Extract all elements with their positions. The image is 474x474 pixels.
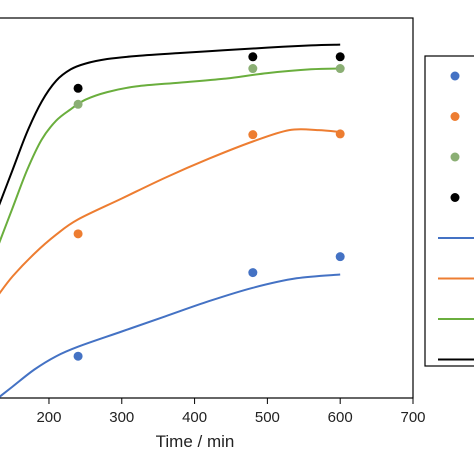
x-axis: 200 300 400 500 600 700: [36, 398, 426, 426]
data-point-0-2: [335, 252, 345, 262]
data-point-3-1: [248, 52, 258, 62]
series-layer: [0, 43, 345, 398]
legend-symbol-1: [450, 112, 460, 121]
data-point-2-1: [248, 64, 258, 74]
data-point-3-2: [335, 52, 345, 62]
legend-box: [424, 55, 474, 367]
x-tick-label-4: 600: [328, 409, 353, 426]
legend: [438, 71, 474, 361]
x-tick-label-2: 400: [182, 409, 207, 426]
series-line-7: [0, 43, 341, 206]
legend-symbol-3: [450, 193, 460, 202]
x-tick-label-1: 300: [109, 409, 134, 426]
data-point-1-0: [73, 229, 83, 239]
data-point-3-0: [73, 83, 83, 93]
series-line-5: [0, 128, 341, 295]
x-tick-label-3: 500: [255, 409, 280, 426]
x-axis-title: Time / min: [156, 432, 235, 451]
data-point-2-0: [73, 99, 83, 109]
data-point-1-2: [335, 129, 345, 139]
data-point-2-2: [335, 64, 345, 74]
data-point-0-1: [248, 268, 258, 278]
legend-symbol-0: [450, 71, 460, 81]
x-tick-label-5: 700: [400, 409, 425, 426]
data-point-0-0: [73, 351, 83, 361]
plot-frame: [0, 17, 414, 399]
series-line-4: [0, 273, 341, 398]
data-point-1-1: [248, 130, 258, 140]
x-tick-label-0: 200: [36, 409, 61, 426]
series-line-6: [0, 67, 341, 244]
legend-symbol-2: [450, 152, 460, 162]
